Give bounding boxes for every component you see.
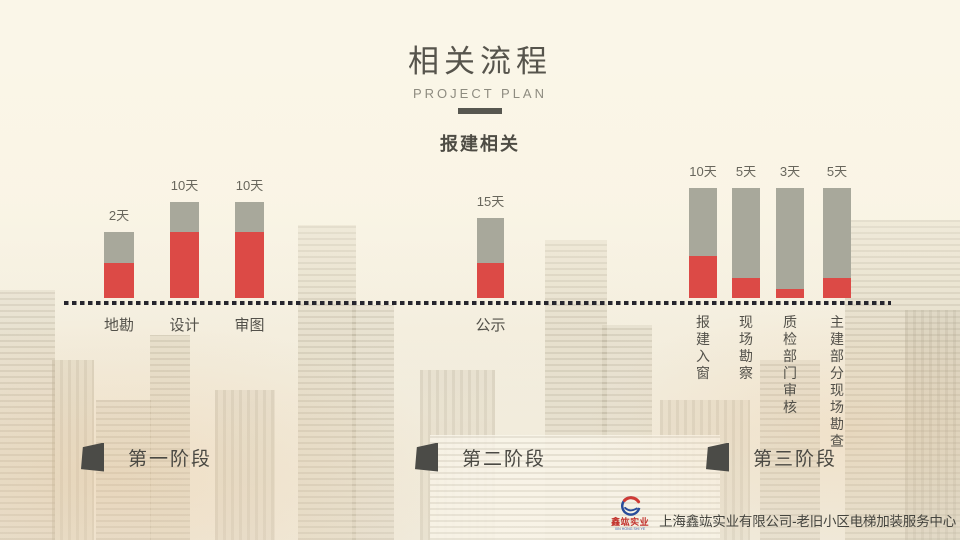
phase-2-legend: 第二阶段 <box>415 442 546 472</box>
phase-label: 第三阶段 <box>753 448 838 470</box>
logo-company-name-pinyin: XIN HONG SHI YE <box>614 527 646 532</box>
bar-red-segment <box>732 278 760 298</box>
bar-category-label: 地勘 <box>103 317 135 334</box>
bar-category-label: 公示 <box>475 317 506 334</box>
bar-value-label: 15天 <box>476 194 505 209</box>
company-logo: 鑫竑实业 XIN HONG SHI YE <box>605 495 655 533</box>
bar-category-label: 现场勘察 <box>739 314 753 381</box>
chart-bar <box>689 188 717 298</box>
bar-value-label: 10天 <box>170 178 199 193</box>
header: 相关流程 PROJECT PLAN 报建相关 <box>0 36 960 156</box>
chart-bar <box>235 202 264 298</box>
chart-bar <box>104 232 134 298</box>
section-label: 报建相关 <box>440 134 520 154</box>
chart-bar <box>170 202 199 298</box>
phase-1-legend: 第一阶段 <box>81 442 212 472</box>
bar-value-label: 10天 <box>689 164 717 179</box>
bar-red-segment <box>235 232 264 298</box>
chart-bar <box>776 188 804 298</box>
bar-category-label: 质检部门审核 <box>783 314 797 415</box>
phase-flag-icon <box>81 442 104 472</box>
bar-red-segment <box>477 263 504 298</box>
phase-flag-icon <box>706 442 729 472</box>
bar-value-label: 2天 <box>108 208 130 223</box>
bar-category-label: 审图 <box>234 317 265 334</box>
phase-3-legend: 第三阶段 <box>706 442 837 472</box>
phase-label: 第二阶段 <box>462 448 547 470</box>
logo-company-name: 鑫竑实业 <box>611 517 650 527</box>
bar-value-label: 5天 <box>826 164 848 179</box>
bar-value-label: 10天 <box>235 178 264 193</box>
dotted-baseline <box>64 301 891 305</box>
bar-red-segment <box>776 289 804 298</box>
bar-red-segment <box>170 232 199 298</box>
title-divider <box>458 108 502 114</box>
phase-flag-icon <box>415 442 438 472</box>
phase-label: 第一阶段 <box>128 448 213 470</box>
page-title: 相关流程 <box>408 44 552 79</box>
bar-red-segment <box>823 278 851 298</box>
logo-swirl-icon <box>621 496 641 516</box>
bar-value-label: 3天 <box>779 164 801 179</box>
footer-company-text: 上海鑫竑实业有限公司-老旧小区电梯加装服务中心 <box>659 514 956 529</box>
chart-bar <box>477 218 504 298</box>
bar-category-label: 主建部分现场勘查 <box>830 314 844 449</box>
bar-category-label: 报建入窗 <box>696 314 710 381</box>
chart-bar <box>732 188 760 298</box>
bar-category-label: 设计 <box>169 317 200 334</box>
page-subtitle: PROJECT PLAN <box>412 86 547 101</box>
chart-bar <box>823 188 851 298</box>
bar-value-label: 5天 <box>735 164 757 179</box>
bar-red-segment <box>104 263 134 298</box>
footer: 鑫竑实业 XIN HONG SHI YE 上海鑫竑实业有限公司-老旧小区电梯加装… <box>605 495 956 533</box>
bar-red-segment <box>689 256 717 298</box>
